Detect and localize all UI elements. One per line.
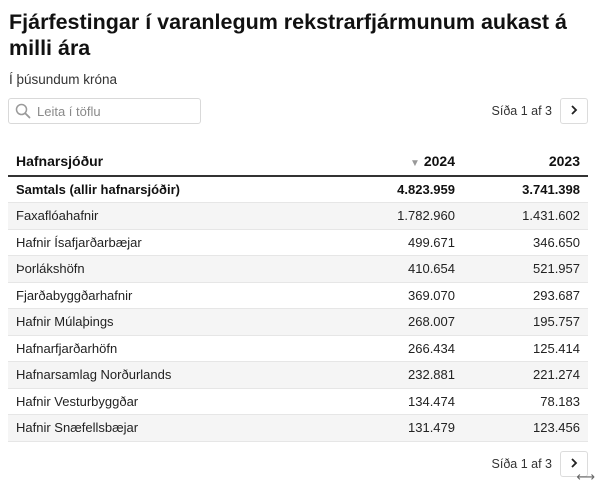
cell-2023: 521.957: [463, 255, 588, 283]
next-page-button[interactable]: [560, 451, 588, 477]
table-row-total: Samtals (allir hafnarsjóðir) 4.823.959 3.7…: [8, 176, 588, 203]
cell-name: Hafnarsamlag Norðurlands: [8, 361, 338, 389]
cell-2023: 221.274: [463, 361, 588, 389]
cell-2023: 1.431.602: [463, 202, 588, 230]
column-header-2023[interactable]: 2023: [463, 146, 588, 177]
table-row: Faxaflóahafnir 1.782.960 1.431.602: [8, 202, 588, 230]
table-header-row: Hafnarsjóður ▼ 2024 2023: [8, 146, 588, 177]
cell-2023: 78.183: [463, 388, 588, 415]
page-indicator: Síða 1 af 3: [491, 104, 552, 118]
table-search[interactable]: [8, 98, 201, 124]
cell-2024: 4.823.959: [338, 176, 463, 203]
next-page-button[interactable]: [560, 98, 588, 124]
sort-desc-icon: ▼: [409, 157, 420, 169]
resize-handle-icon[interactable]: ⟷: [576, 469, 595, 484]
search-icon: [15, 103, 31, 119]
chart-title: Fjárfestingar í varanlegum rekstrarfjárm…: [9, 10, 568, 60]
table-row: Hafnir Múlaþings 268.007 195.757: [8, 308, 588, 336]
cell-2024: 266.434: [338, 335, 463, 362]
table-row: Hafnir Snæfellsbæjar 131.479 123.456: [8, 414, 588, 442]
cell-2024: 369.070: [338, 282, 463, 309]
cell-2024: 232.881: [338, 361, 463, 389]
cell-2023: 3.741.398: [463, 176, 588, 203]
cell-name: Hafnir Vesturbyggðar: [8, 388, 338, 415]
cell-2023: 123.456: [463, 414, 588, 442]
cell-2023: 293.687: [463, 282, 588, 309]
table-row: Hafnir Ísafjarðarbæjar 499.671 346.650: [8, 229, 588, 256]
cell-name: Hafnir Ísafjarðarbæjar: [8, 229, 338, 256]
cell-2024: 1.782.960: [338, 202, 463, 230]
chevron-right-icon: [569, 104, 579, 118]
column-header-name[interactable]: Hafnarsjóður: [8, 146, 338, 177]
cell-2024: 499.671: [338, 229, 463, 256]
table-row: Fjarðabyggðarhafnir 369.070 293.687: [8, 282, 588, 309]
cell-name: Faxaflóahafnir: [8, 202, 338, 230]
cell-2024: 410.654: [338, 255, 463, 283]
data-table: Hafnarsjóður ▼ 2024 2023 Samtals (allir h…: [8, 146, 588, 442]
cell-2024: 131.479: [338, 414, 463, 442]
cell-2023: 195.757: [463, 308, 588, 336]
search-input[interactable]: [37, 103, 197, 119]
page-indicator: Síða 1 af 3: [491, 457, 552, 471]
table-row: Hafnarfjarðarhöfn 266.434 125.414: [8, 335, 588, 362]
cell-name: Samtals (allir hafnarsjóðir): [8, 176, 338, 203]
pagination-bottom: Síða 1 af 3: [492, 451, 588, 477]
cell-name: Hafnir Snæfellsbæjar: [8, 414, 338, 442]
cell-2023: 346.650: [463, 229, 588, 256]
table-row: Hafnarsamlag Norðurlands 232.881 221.274: [8, 361, 588, 389]
cell-name: Hafnir Múlaþings: [8, 308, 338, 336]
chevron-right-icon: [569, 457, 579, 471]
cell-name: Þorlákshöfn: [8, 255, 338, 283]
cell-name: Hafnarfjarðarhöfn: [8, 335, 338, 362]
table-row: Hafnir Vesturbyggðar 134.474 78.183: [8, 388, 588, 415]
cell-2023: 125.414: [463, 335, 588, 362]
column-header-2024[interactable]: ▼ 2024: [338, 146, 463, 177]
pagination-top: Síða 1 af 3: [492, 98, 588, 124]
chart-subtitle: Í þúsundum króna: [9, 72, 118, 87]
cell-name: Fjarðabyggðarhafnir: [8, 282, 338, 309]
cell-2024: 134.474: [338, 388, 463, 415]
table-row: Þorlákshöfn 410.654 521.957: [8, 255, 588, 283]
cell-2024: 268.007: [338, 308, 463, 336]
